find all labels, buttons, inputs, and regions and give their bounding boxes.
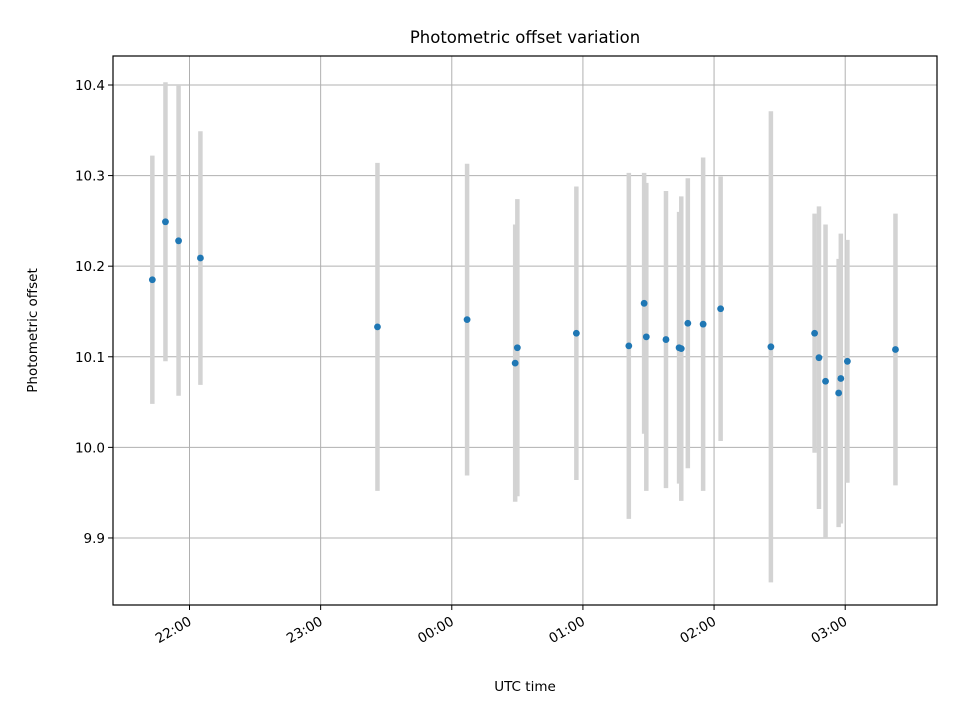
- data-point: [699, 320, 707, 328]
- data-point: [662, 336, 670, 343]
- data-point: [625, 342, 633, 350]
- x-tick-label: 02:00: [677, 614, 719, 647]
- x-tick-label: 03:00: [809, 614, 851, 647]
- data-point: [811, 329, 819, 337]
- x-tick-label: 23:00: [284, 614, 326, 647]
- chart-title: Photometric offset variation: [410, 28, 640, 47]
- data-point: [513, 344, 521, 352]
- data-point: [374, 323, 381, 331]
- data-point: [835, 389, 843, 397]
- data-point: [684, 319, 692, 327]
- y-axis-label: Photometric offset: [25, 268, 41, 392]
- x-axis-label: UTC time: [494, 679, 556, 695]
- data-point: [677, 345, 685, 353]
- y-tick-label: 10.0: [75, 440, 105, 456]
- x-axis: 22:00 23:00 00:00 01:00 02:00 03:00: [153, 605, 850, 647]
- y-axis: 9.9 10.0 10.1 10.2 10.3 10.4: [75, 78, 113, 547]
- data-point: [717, 305, 725, 313]
- data-point: [837, 375, 845, 382]
- y-tick-label: 10.2: [75, 259, 105, 275]
- x-tick-label: 22:00: [153, 614, 195, 647]
- data-point: [642, 333, 650, 341]
- data-point: [640, 299, 648, 307]
- data-point: [197, 254, 204, 262]
- y-tick-label: 10.3: [75, 169, 105, 185]
- y-tick-label: 9.9: [84, 531, 105, 547]
- data-point: [815, 354, 823, 362]
- data-point: [511, 359, 519, 367]
- y-tick-label: 10.1: [75, 350, 105, 366]
- x-tick-label: 01:00: [546, 614, 588, 647]
- plot-frame: [112, 55, 938, 606]
- data-point: [822, 377, 829, 385]
- errorbars: [150, 82, 898, 583]
- data-point: [162, 218, 169, 226]
- data-point: [175, 237, 182, 245]
- x-tick-label: 00:00: [415, 614, 457, 647]
- y-tick-label: 10.4: [75, 78, 105, 94]
- data-point: [767, 343, 775, 351]
- data-point: [892, 346, 899, 353]
- data-point: [843, 357, 851, 365]
- data-point: [148, 276, 156, 284]
- data-point: [463, 316, 471, 324]
- data-points: [148, 218, 899, 397]
- data-point: [572, 329, 580, 337]
